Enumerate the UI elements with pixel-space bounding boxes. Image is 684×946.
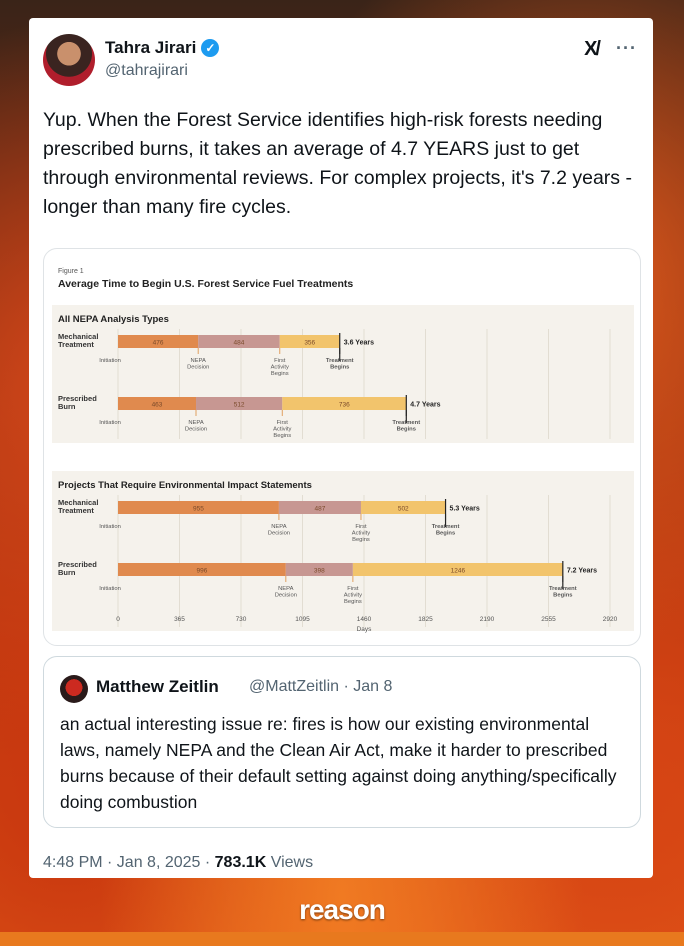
milestone-label: NEPA Decision	[268, 524, 290, 537]
x-tick-label: 2190	[480, 616, 495, 623]
segment-value: 487	[315, 506, 326, 513]
bar-segment	[118, 501, 279, 514]
quote-avatar[interactable]	[60, 675, 88, 703]
segment-value: 463	[152, 402, 163, 409]
segment-value: 996	[196, 568, 207, 575]
tweet-footer: 4:48 PM · Jan 8, 2025 · 783.1K Views	[43, 854, 313, 872]
bar-segment	[360, 501, 446, 514]
segment-value: 736	[339, 402, 350, 409]
verified-badge-icon: ✓	[201, 39, 220, 57]
bar-segment	[118, 563, 286, 576]
bar-segment	[278, 501, 361, 514]
chart-panel	[52, 471, 634, 631]
x-tick-label: 730	[236, 616, 247, 623]
bottom-stripe	[0, 932, 684, 946]
milestone-label: Initiation	[99, 586, 121, 592]
views-count: 783.1K	[214, 854, 267, 871]
milestone-label: NEPA Decision	[185, 420, 207, 433]
quote-author-name: Matthew Zeitlin	[96, 677, 219, 696]
x-tick-label: 2920	[603, 616, 618, 623]
milestone-label: Initiation	[99, 524, 121, 530]
panel-title: All NEPA Analysis Types	[58, 314, 169, 325]
tweet-header: Tahra Jirari ✓ @tahrajirari X/ ···	[43, 32, 639, 92]
author-handle[interactable]: @tahrajirari	[105, 62, 188, 79]
panel-title: Projects That Require Environmental Impa…	[58, 480, 312, 491]
fuel-treatment-chart: Figure 1 Average Time to Begin U.S. Fores…	[52, 268, 634, 633]
x-tick-label: 0	[116, 616, 120, 623]
segment-value: 512	[234, 402, 245, 409]
more-options-icon[interactable]: ···	[616, 38, 637, 58]
x-tick-label: 1825	[418, 616, 433, 623]
total-label: 4.7 Years	[410, 402, 440, 409]
milestone-label: Treatment Begins	[432, 524, 460, 537]
bar-segment	[285, 563, 353, 576]
milestone-label: First Activity Begins	[273, 420, 291, 439]
quoted-tweet[interactable]: Matthew Zeitlin @MattZeitlin · Jan 8 an …	[43, 656, 641, 828]
segment-value: 1246	[451, 568, 466, 575]
x-tick-label: 365	[174, 616, 185, 623]
figure-label: Figure 1	[58, 268, 84, 275]
milestone-label: Treatment Begins	[326, 358, 354, 371]
x-axis-label: Days	[357, 626, 373, 633]
segment-value: 502	[398, 506, 409, 513]
x-tick-label: 1460	[357, 616, 372, 623]
tweet-card[interactable]: Tahra Jirari ✓ @tahrajirari X/ ··· Yup. …	[29, 18, 653, 878]
milestone-label: NEPA Decision	[275, 586, 297, 599]
x-tick-label: 1095	[295, 616, 310, 623]
x-tick-label: 2555	[541, 616, 556, 623]
total-label: 7.2 Years	[567, 568, 597, 575]
total-label: 5.3 Years	[450, 506, 480, 513]
views-label: Views	[266, 854, 314, 871]
reason-logo: reason	[299, 894, 386, 925]
milestone-label: Treatment Begins	[392, 420, 420, 433]
quote-meta: @MattZeitlin · Jan 8	[249, 678, 393, 695]
author-name[interactable]: Tahra Jirari	[105, 38, 197, 57]
row-label: Mechanical Treatment	[58, 498, 98, 515]
chart-title: Average Time to Begin U.S. Forest Servic…	[58, 278, 353, 290]
avatar[interactable]	[43, 34, 95, 86]
row-label: Prescribed Burn	[58, 560, 97, 577]
segment-value: 398	[314, 568, 325, 575]
milestone-label: First Activity Begins	[271, 358, 289, 377]
row-label: Mechanical Treatment	[58, 332, 98, 349]
milestone-label: Initiation	[99, 358, 121, 364]
segment-value: 955	[193, 506, 204, 513]
chart-panel	[52, 305, 634, 443]
milestone-label: First Activity Begins	[352, 524, 370, 543]
milestone-label: First Activity Begins	[344, 586, 362, 605]
bar-segment	[198, 335, 280, 348]
grok-icon[interactable]: X/	[584, 38, 601, 60]
bar-segment	[282, 397, 407, 410]
segment-value: 476	[153, 340, 164, 347]
chart-image[interactable]: Figure 1 Average Time to Begin U.S. Fores…	[43, 248, 641, 646]
timestamp[interactable]: 4:48 PM · Jan 8, 2025 ·	[43, 854, 215, 871]
bar-segment	[118, 397, 197, 410]
bar-segment	[352, 563, 563, 576]
row-label: Prescribed Burn	[58, 394, 97, 411]
segment-value: 484	[234, 340, 245, 347]
quote-text: an actual interesting issue re: fires is…	[60, 714, 617, 812]
bar-segment	[118, 335, 199, 348]
segment-value: 356	[304, 340, 315, 347]
milestone-label: Initiation	[99, 420, 121, 426]
bar-segment	[279, 335, 340, 348]
milestone-label: NEPA Decision	[187, 358, 209, 371]
tweet-text: Yup. When the Forest Service identifies …	[43, 109, 632, 218]
bar-segment	[196, 397, 283, 410]
milestone-label: Treatment Begins	[549, 586, 577, 599]
total-label: 3.6 Years	[344, 340, 374, 347]
author-row: Tahra Jirari ✓	[105, 38, 220, 58]
